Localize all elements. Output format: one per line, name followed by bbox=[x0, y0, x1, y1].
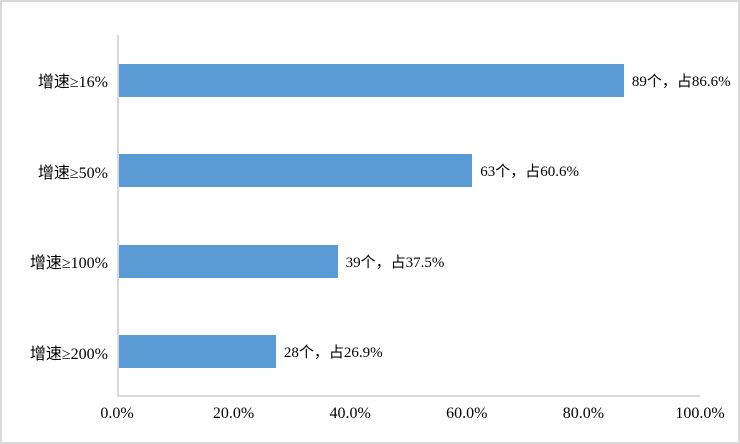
bar bbox=[119, 154, 473, 188]
plot-area bbox=[117, 35, 700, 397]
x-axis-tick-label: 60.0% bbox=[446, 405, 488, 422]
bar-value-label: 89个，占86.6% bbox=[631, 73, 731, 90]
bar-value-label: 28个，占26.9% bbox=[283, 345, 383, 362]
bar-value-label: 39个，占37.5% bbox=[345, 254, 445, 271]
bar bbox=[119, 63, 624, 97]
x-axis-tick-label: 0.0% bbox=[100, 405, 134, 422]
category-label: 增速≥50% bbox=[37, 164, 108, 182]
x-axis-tick-label: 40.0% bbox=[329, 405, 371, 422]
x-axis-tick-label: 20.0% bbox=[212, 405, 255, 422]
x-axis-tick-label: 80.0% bbox=[562, 405, 605, 422]
bar-value-label: 63个，占60.6% bbox=[480, 164, 580, 181]
x-axis-tick-label: 100.0% bbox=[675, 405, 725, 422]
category-label: 增速≥200% bbox=[29, 345, 108, 363]
category-label: 增速≥100% bbox=[29, 255, 108, 273]
bar bbox=[119, 244, 338, 278]
category-label: 增速≥16% bbox=[37, 74, 108, 92]
bar bbox=[119, 335, 276, 369]
